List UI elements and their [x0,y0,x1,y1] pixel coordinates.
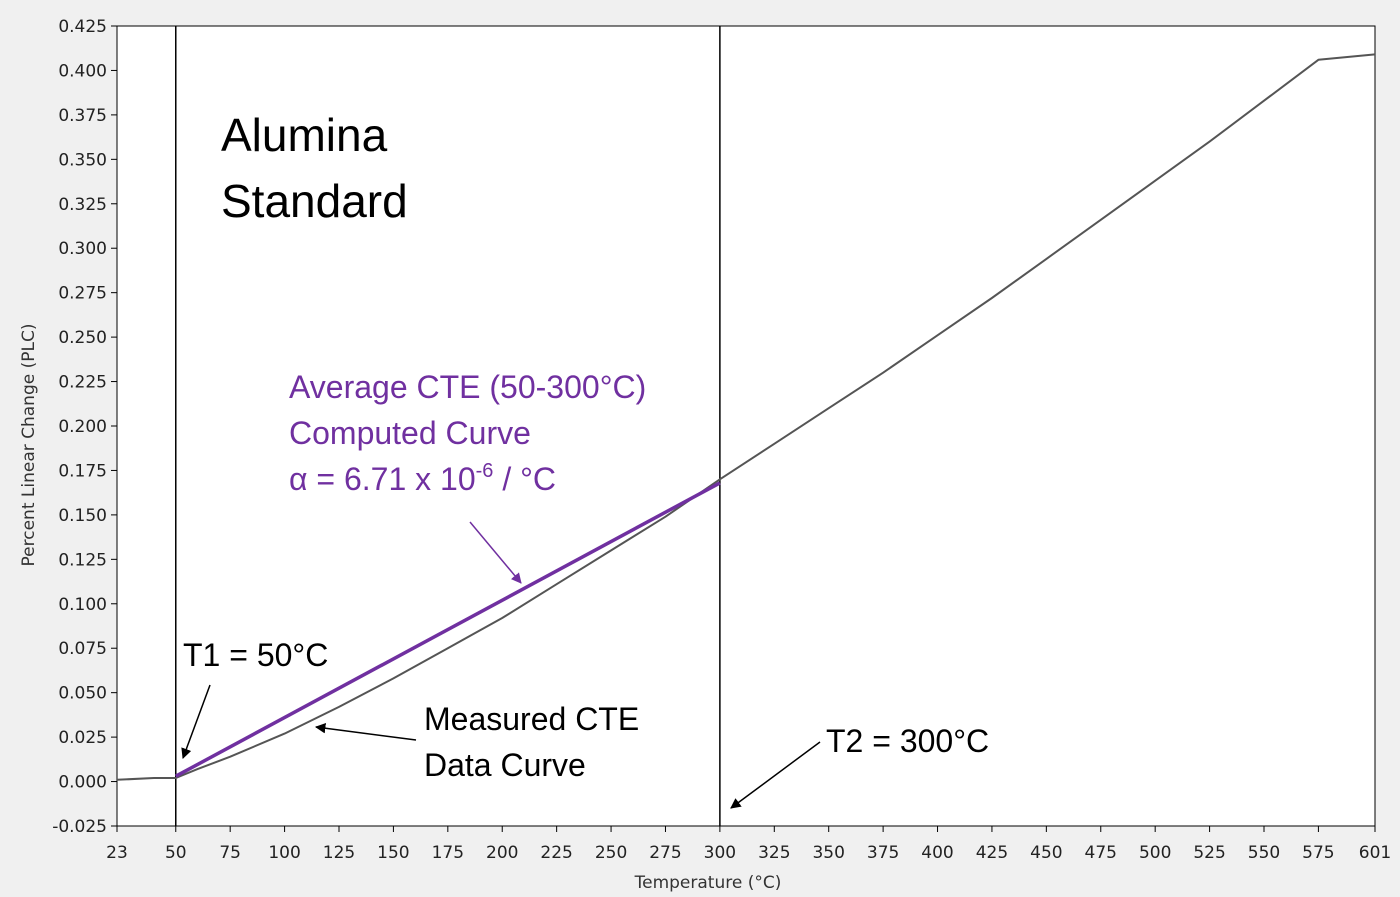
y-tick-label: 0.350 [58,150,107,170]
measured-label-arrow [314,723,417,741]
alpha-unit: / °C [493,461,556,497]
t1-arrow [181,684,211,759]
x-tick-label: 575 [1302,843,1334,863]
x-axis-title: Temperature (°C) [634,873,782,893]
y-tick-label: 0.175 [58,461,107,481]
alpha-value: α = 6.71 x 10 [289,461,476,497]
x-tick-label: 75 [219,843,241,863]
t1-label: T1 = 50°C [183,637,328,673]
measured-label-line2: Data Curve [424,747,586,783]
x-tick-label: 350 [812,843,844,863]
y-tick-label: 0.400 [58,61,107,81]
t2-arrow [730,741,821,809]
y-tick-label: 0.100 [58,595,107,615]
measured-label-line1: Measured CTE [424,701,639,737]
y-axis-title: Percent Linear Change (PLC) [19,324,39,567]
y-axis-ticks: -0.025 0.000 0.025 0.050 0.075 0.100 0.125 0.15… [52,17,117,837]
vertical-marker-lines [175,26,721,826]
sample-title-line1: Alumina [221,109,388,161]
y-tick-label: 0.000 [58,773,107,793]
x-tick-label: 475 [1085,843,1117,863]
y-tick-label: 0.325 [58,195,107,215]
y-tick-label: 0.225 [58,373,107,393]
y-tick-label: 0.150 [58,506,107,526]
x-tick-label: 200 [486,843,518,863]
y-tick-label: 0.250 [58,328,107,348]
t2-label: T2 = 300°C [826,723,989,759]
x-tick-label: 550 [1248,843,1280,863]
y-tick-label: 0.425 [58,17,107,37]
x-tick-label: 275 [649,843,681,863]
y-tick-label: -0.025 [52,817,107,837]
x-tick-label: 225 [540,843,572,863]
x-tick-label: 300 [704,843,736,863]
x-tick-label: 100 [268,843,300,863]
x-tick-label: 50 [165,843,187,863]
x-tick-label: 500 [1139,843,1171,863]
x-tick-label: 175 [432,843,464,863]
x-tick-label: 400 [921,843,953,863]
x-tick-label: 375 [867,843,899,863]
x-tick-label: 450 [1030,843,1062,863]
y-tick-label: 0.375 [58,106,107,126]
y-tick-label: 0.125 [58,550,107,570]
y-tick-label: 0.200 [58,417,107,437]
sample-title-line2: Standard [221,175,408,227]
x-tick-label: 150 [377,843,409,863]
y-tick-label: 0.025 [58,728,107,748]
series-layer [116,53,1376,781]
y-tick-label: 0.075 [58,639,107,659]
computed-label-line2: Computed Curve [289,415,531,451]
y-tick-label: 0.300 [58,239,107,259]
plot-area [116,25,1376,827]
x-tick-label: 325 [758,843,790,863]
x-tick-label: 425 [976,843,1008,863]
x-tick-label: 601 [1359,843,1391,863]
x-axis-ticks: 23 50 75 100 125 150 175 200 225 250 275 300 325 350 3… [106,826,1391,863]
x-tick-label: 23 [106,843,128,863]
y-tick-label: 0.275 [58,284,107,304]
x-tick-label: 525 [1193,843,1225,863]
x-tick-label: 125 [323,843,355,863]
alpha-exponent: -6 [476,460,494,482]
x-tick-label: 250 [595,843,627,863]
computed-label-arrow [469,521,522,584]
computed-series-line [174,481,721,778]
y-tick-label: 0.050 [58,684,107,704]
computed-label-line3: α = 6.71 x 10-6 / °C [289,460,556,497]
computed-label-line1: Average CTE (50-300°C) [289,369,646,405]
